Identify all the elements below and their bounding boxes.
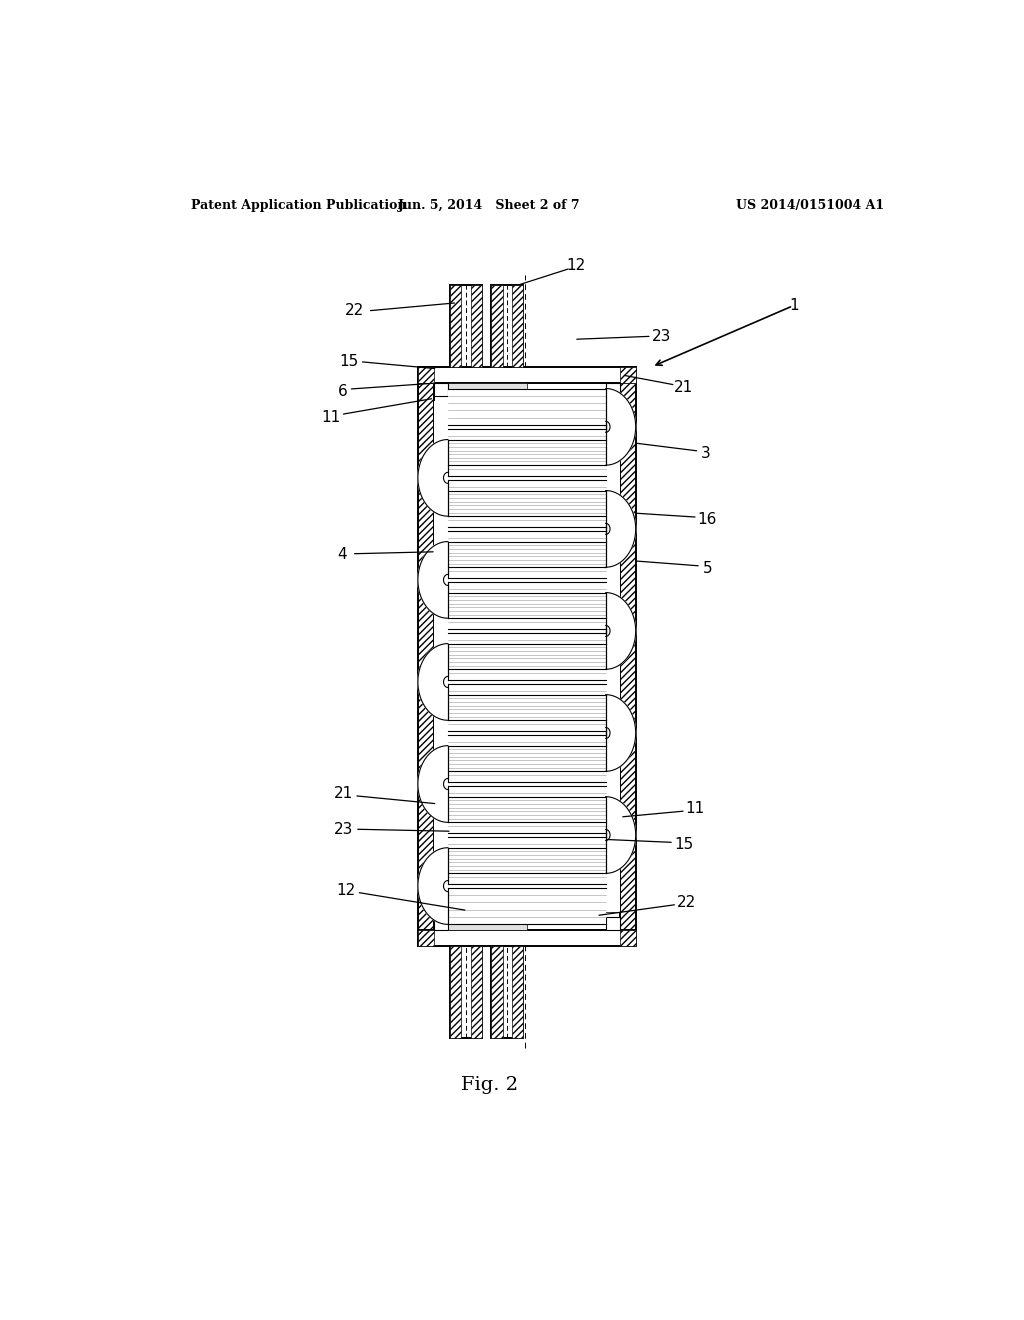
Text: 11: 11	[686, 801, 706, 816]
Bar	[447, 593, 606, 630]
Bar	[447, 684, 606, 721]
Bar	[512, 285, 523, 367]
Bar	[433, 401, 620, 912]
Bar	[620, 929, 636, 946]
Bar	[447, 797, 606, 833]
Bar	[606, 383, 621, 396]
Text: 1: 1	[790, 298, 800, 313]
Bar	[447, 541, 606, 578]
Text: 22: 22	[344, 304, 364, 318]
Bar	[418, 929, 636, 946]
Polygon shape	[606, 593, 636, 669]
Bar	[433, 367, 620, 946]
Bar	[418, 367, 636, 383]
Bar	[447, 785, 606, 822]
Bar	[447, 388, 606, 425]
Bar	[433, 383, 447, 396]
Bar	[447, 632, 606, 669]
Bar	[447, 644, 606, 680]
Bar	[451, 285, 482, 367]
Bar	[447, 694, 606, 731]
Bar	[447, 746, 606, 783]
Bar	[606, 916, 621, 929]
Bar	[447, 491, 606, 527]
Bar	[418, 367, 433, 383]
Text: US 2014/0151004 A1: US 2014/0151004 A1	[736, 198, 885, 211]
Bar	[447, 888, 606, 924]
Polygon shape	[606, 694, 636, 771]
Bar	[447, 429, 606, 465]
Text: 23: 23	[651, 329, 671, 343]
Polygon shape	[418, 847, 447, 924]
Bar	[447, 479, 606, 516]
Bar	[447, 735, 606, 771]
Bar	[492, 946, 503, 1038]
Bar	[447, 847, 606, 884]
Bar	[418, 929, 433, 946]
Text: 21: 21	[674, 380, 693, 395]
Polygon shape	[606, 388, 636, 465]
Bar	[492, 946, 523, 1038]
Text: 22: 22	[677, 895, 696, 909]
Text: 5: 5	[702, 561, 712, 576]
Text: 15: 15	[339, 354, 358, 370]
Polygon shape	[606, 797, 636, 874]
Bar	[418, 367, 433, 946]
Bar	[471, 285, 482, 367]
Bar	[433, 916, 447, 929]
Text: 11: 11	[322, 411, 341, 425]
Text: 3: 3	[700, 446, 711, 461]
Bar	[446, 916, 527, 929]
Text: Jun. 5, 2014   Sheet 2 of 7: Jun. 5, 2014 Sheet 2 of 7	[397, 198, 581, 211]
Bar	[620, 367, 636, 946]
Text: 12: 12	[566, 257, 586, 273]
Bar	[446, 383, 527, 396]
Text: 12: 12	[337, 883, 356, 898]
Text: 15: 15	[674, 837, 693, 851]
Bar	[620, 367, 636, 383]
Bar	[447, 531, 606, 568]
Bar	[447, 582, 606, 618]
Text: 16: 16	[697, 512, 717, 527]
Bar	[512, 946, 523, 1038]
Bar	[492, 285, 503, 367]
Text: Fig. 2: Fig. 2	[461, 1076, 518, 1094]
Polygon shape	[418, 440, 447, 516]
Bar	[451, 285, 462, 367]
Bar	[451, 946, 482, 1038]
Polygon shape	[418, 746, 447, 822]
Bar	[492, 285, 523, 367]
Bar	[471, 946, 482, 1038]
Text: Patent Application Publication: Patent Application Publication	[191, 198, 407, 211]
Bar	[451, 946, 462, 1038]
Polygon shape	[606, 491, 636, 568]
Text: 4: 4	[338, 548, 347, 562]
Bar	[433, 401, 620, 912]
Text: 23: 23	[334, 822, 353, 837]
Bar	[447, 440, 606, 477]
Polygon shape	[418, 541, 447, 618]
Text: 6: 6	[337, 384, 347, 399]
Text: 21: 21	[334, 787, 353, 801]
Polygon shape	[418, 644, 447, 721]
Bar	[447, 837, 606, 874]
